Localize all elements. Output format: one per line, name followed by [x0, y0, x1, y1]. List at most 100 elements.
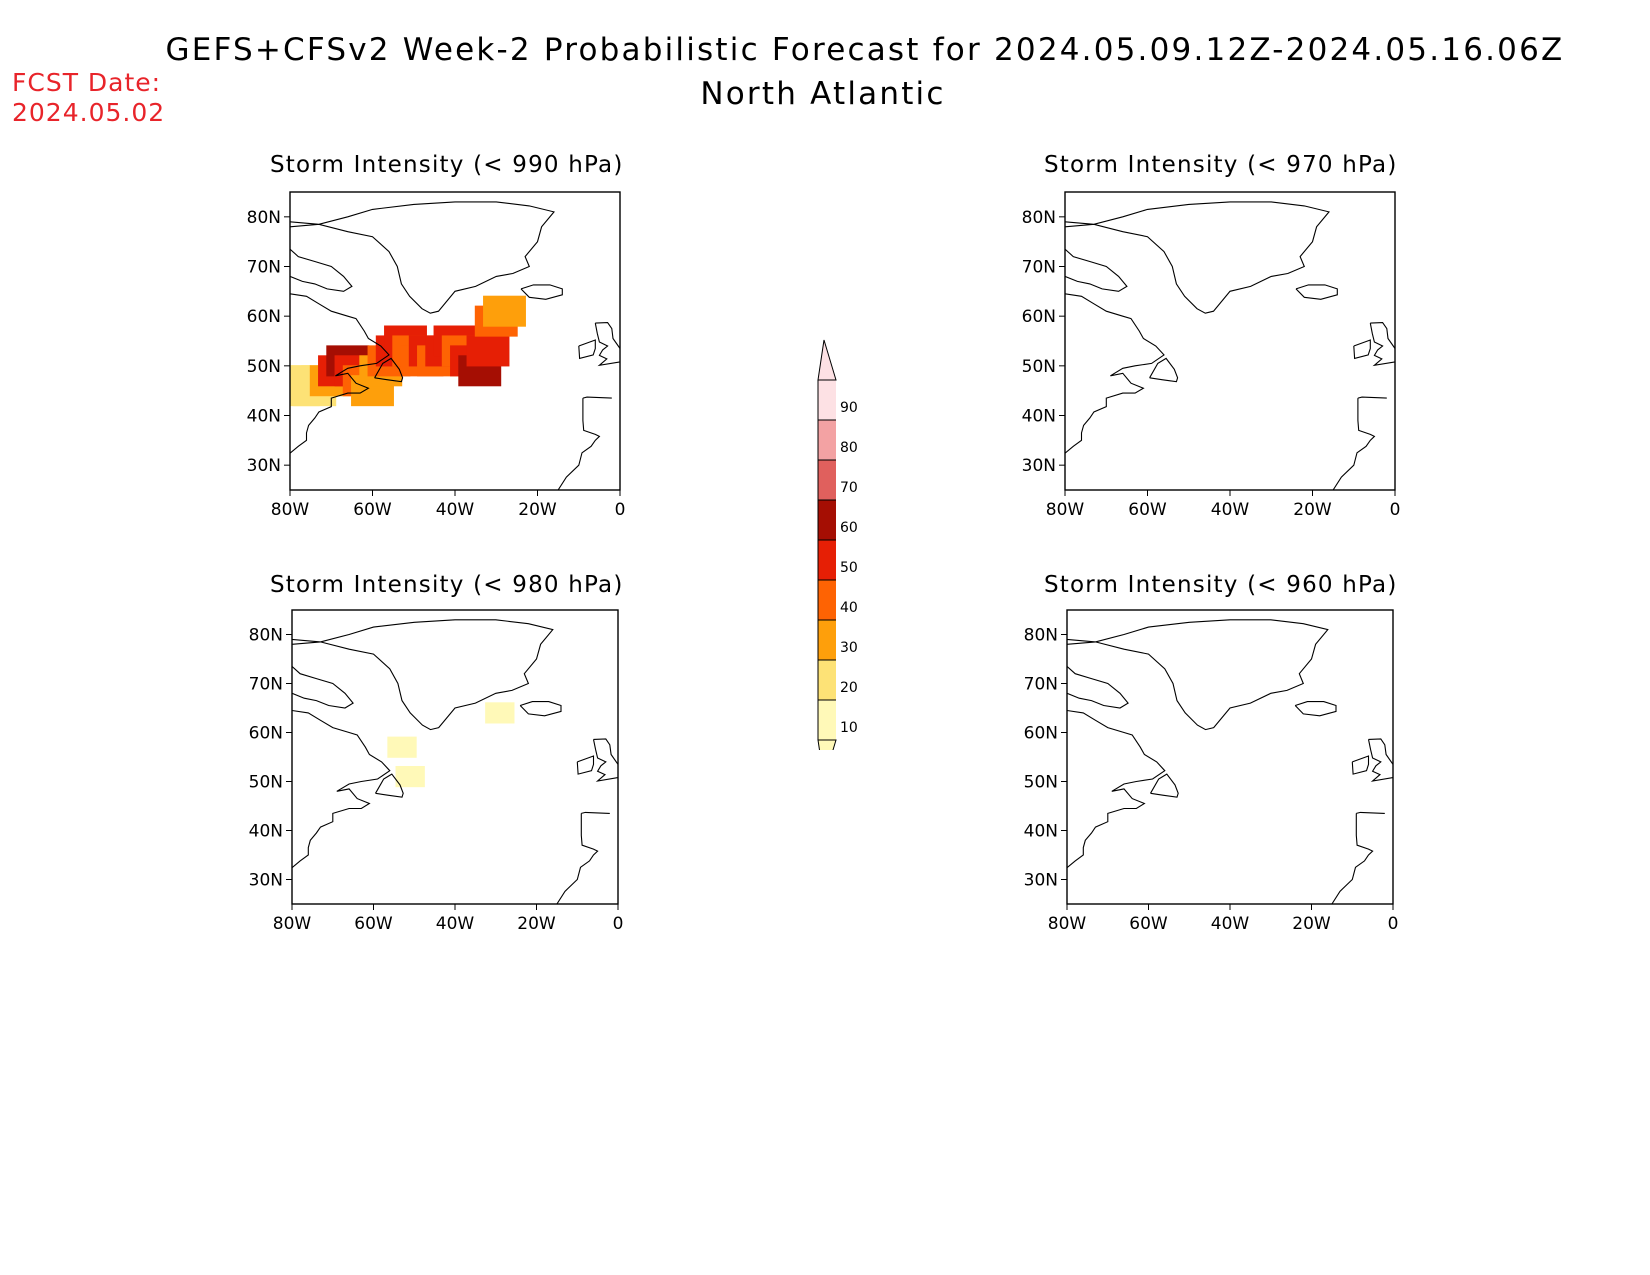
- colorbar-segment: [818, 420, 836, 460]
- probability-colorbar: 10 20 30 40 50 60 70 80 90: [817, 339, 858, 750]
- coast-line: [1353, 339, 1371, 360]
- coast-line: [1331, 813, 1374, 904]
- lon-tick-label: 20W: [1293, 500, 1332, 520]
- lat-tick-label: 30N: [1024, 871, 1058, 891]
- lat-tick-label: 50N: [1022, 357, 1056, 377]
- coast-line: [1065, 201, 1330, 314]
- lon-tick-label: 60W: [354, 914, 393, 934]
- colorbar-segment: [818, 660, 836, 700]
- colorbar-label: 90: [840, 400, 858, 416]
- coast-line: [1067, 665, 1129, 709]
- lon-tick-label: 80W: [273, 914, 312, 934]
- lat-tick-label: 40N: [1022, 407, 1056, 427]
- coast-line: [1067, 619, 1329, 731]
- lon-tick-label: 60W: [1129, 914, 1168, 934]
- coast-line: [290, 248, 353, 292]
- forecast-date-label: FCST Date:: [12, 68, 162, 97]
- lat-tick-label: 40N: [249, 822, 283, 842]
- colorbar-label: 40: [840, 600, 858, 616]
- coast-line: [1369, 322, 1395, 367]
- coast-line: [375, 773, 404, 798]
- field-cell: [483, 295, 526, 327]
- lon-tick-label: 40W: [1211, 914, 1250, 934]
- lat-tick-label: 50N: [249, 773, 283, 793]
- coast-line: [556, 813, 599, 904]
- lat-tick-label: 70N: [1024, 675, 1058, 695]
- lon-tick-label: 0: [1390, 500, 1401, 520]
- lon-tick-label: 20W: [1292, 914, 1331, 934]
- lat-tick-label: 50N: [247, 357, 281, 377]
- colorbar-segment: [818, 380, 836, 420]
- lat-tick-label: 80N: [249, 626, 283, 646]
- coast-line: [292, 709, 391, 869]
- lon-tick-label: 80W: [1046, 500, 1085, 520]
- coast-line: [576, 755, 595, 775]
- lat-tick-label: 50N: [1024, 773, 1058, 793]
- lat-tick-label: 30N: [1022, 456, 1056, 476]
- colorbar-low-tip: [817, 739, 837, 750]
- map-p960: 80N 70N 60N 50N 40N 30N 80W 60W 40W 20W 0: [1024, 609, 1398, 934]
- lon-tick-label: 80W: [1048, 914, 1087, 934]
- coast-line: [292, 619, 554, 731]
- colorbar-label: 60: [840, 520, 858, 536]
- field-cell: [387, 736, 417, 758]
- lon-tick-label: 60W: [1128, 500, 1167, 520]
- lat-tick-label: 70N: [1022, 258, 1056, 278]
- coast-line: [557, 398, 601, 490]
- coast-line: [1367, 738, 1393, 782]
- colorbar-high-tip: [817, 339, 837, 381]
- lon-tick-label: 20W: [517, 914, 556, 934]
- forecast-date-value: 2024.05.02: [12, 98, 166, 127]
- lat-tick-label: 30N: [247, 456, 281, 476]
- coast-line: [1067, 709, 1166, 869]
- panel-title-960: Storm Intensity (< 960 hPa): [1044, 572, 1398, 598]
- lon-tick-label: 20W: [518, 500, 557, 520]
- lat-tick-label: 60N: [1024, 724, 1058, 744]
- lat-tick-label: 80N: [247, 208, 281, 228]
- lat-tick-label: 40N: [1024, 822, 1058, 842]
- coastline: [1067, 619, 1393, 904]
- coast-line: [1357, 396, 1387, 399]
- lon-tick-label: 40W: [436, 914, 475, 934]
- probability-field: [387, 702, 515, 788]
- field-cell: [395, 766, 425, 788]
- colorbar-label: 70: [840, 480, 858, 496]
- colorbar-segment: [818, 500, 836, 540]
- lat-tick-label: 60N: [247, 307, 281, 327]
- field-cell: [485, 702, 515, 724]
- colorbar-segment: [818, 620, 836, 660]
- coast-line: [1356, 811, 1385, 814]
- coastline: [292, 619, 618, 904]
- coast-line: [1294, 701, 1337, 717]
- coast-line: [290, 201, 555, 314]
- lon-tick-label: 40W: [436, 500, 475, 520]
- lat-tick-label: 30N: [249, 871, 283, 891]
- lat-tick-label: 70N: [247, 258, 281, 278]
- lon-tick-label: 40W: [1211, 500, 1250, 520]
- lon-tick-label: 80W: [271, 500, 310, 520]
- coast-line: [1149, 357, 1179, 383]
- map-p970: 80N 70N 60N 50N 40N 30N 80W 60W 40W 20W 0: [1022, 191, 1401, 520]
- field-cell: [466, 335, 510, 367]
- lat-tick-label: 40N: [247, 407, 281, 427]
- coast-line: [1065, 248, 1128, 292]
- coast-line: [1332, 398, 1376, 490]
- coast-line: [1150, 773, 1179, 798]
- colorbar-segment: [818, 580, 836, 620]
- colorbar-segment: [818, 700, 836, 740]
- coast-line: [578, 339, 596, 360]
- lon-tick-label: 60W: [353, 500, 392, 520]
- coast-line: [592, 738, 618, 782]
- coast-line: [1351, 755, 1370, 775]
- colorbar-label: 80: [840, 440, 858, 456]
- colorbar-segment: [818, 460, 836, 500]
- coast-line: [292, 665, 354, 709]
- coast-line: [1065, 293, 1165, 454]
- colorbar-label: 20: [840, 680, 858, 696]
- lat-tick-label: 60N: [1022, 307, 1056, 327]
- colorbar-segment: [818, 540, 836, 580]
- lon-tick-label: 0: [613, 914, 624, 934]
- coast-line: [374, 357, 404, 383]
- coast-line: [519, 701, 562, 717]
